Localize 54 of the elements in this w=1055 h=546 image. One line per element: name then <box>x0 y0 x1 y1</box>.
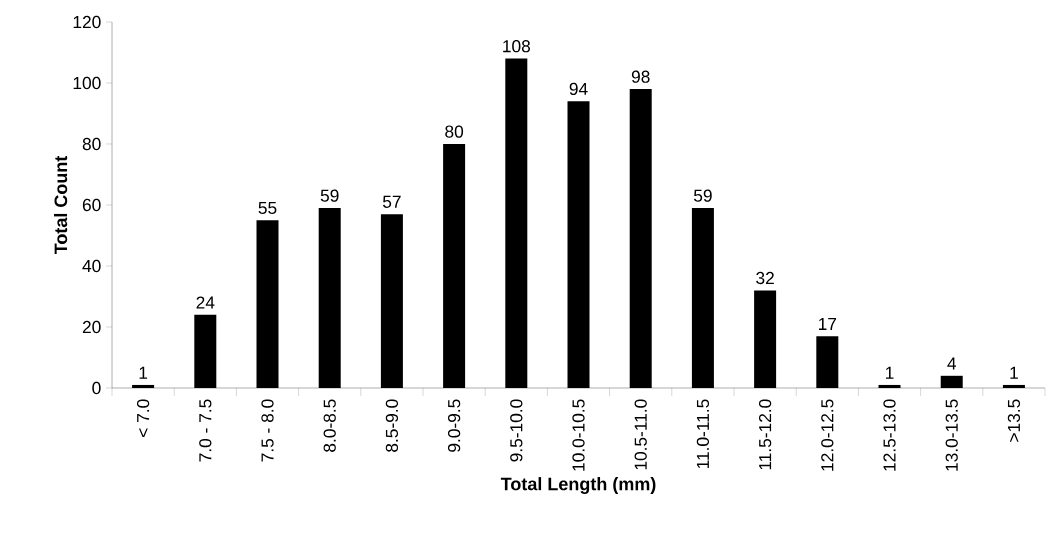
bar <box>256 220 279 388</box>
data-label: 24 <box>196 296 215 309</box>
bar <box>754 290 777 388</box>
bar <box>878 384 901 388</box>
data-label: 59 <box>693 189 712 202</box>
bar <box>940 375 963 388</box>
x-tick-label: 10.0-10.5 <box>572 399 585 471</box>
y-tick-label: 40 <box>82 259 101 273</box>
x-tick-label: 13.0-13.5 <box>945 399 958 471</box>
bar <box>380 214 403 388</box>
x-tick-label: < 7.0 <box>136 399 150 437</box>
data-label: 94 <box>569 82 588 96</box>
x-tick-label: 7.0 - 7.5 <box>199 399 212 462</box>
x-axis-title: Total Length (mm) <box>500 477 656 494</box>
x-tick-label: 11.5-12.0 <box>758 399 772 470</box>
bar <box>567 101 590 388</box>
data-label: 55 <box>258 201 277 214</box>
data-label: 4 <box>947 357 957 370</box>
bar <box>318 208 341 388</box>
y-tick-label: 20 <box>82 320 101 334</box>
y-tick-label: 0 <box>92 381 101 395</box>
x-tick-label: 11.0-11.5 <box>696 399 710 469</box>
bar <box>691 208 714 388</box>
x-tick-label: 12.0-12.5 <box>821 399 834 471</box>
x-tick-label: 9.5-10.0 <box>510 399 523 462</box>
data-label: 32 <box>756 271 774 285</box>
data-label: 59 <box>320 189 339 202</box>
bar <box>505 58 528 388</box>
x-tick-label: 7.5 - 8.0 <box>261 399 274 462</box>
data-label: 1 <box>139 366 148 379</box>
y-tick-label: 120 <box>73 15 101 29</box>
x-tick-label: 12.5-13.0 <box>883 399 896 471</box>
bar <box>443 144 466 388</box>
x-tick-label: 8.0-8.5 <box>323 399 336 452</box>
x-tick-label: >13.5 <box>1007 399 1021 442</box>
x-tick-label: 10.5-11.0 <box>634 399 647 470</box>
data-label: 1 <box>886 366 894 379</box>
x-tick-label: 9.0-9.5 <box>447 399 461 452</box>
x-tick-label: 8.5-9.0 <box>385 399 399 452</box>
data-label: 57 <box>382 195 401 208</box>
data-label: 80 <box>445 125 464 138</box>
bar <box>629 89 652 388</box>
bar <box>132 384 155 388</box>
bar <box>816 336 839 388</box>
data-label: 17 <box>818 317 837 330</box>
y-tick-label: 100 <box>73 76 101 90</box>
y-tick-label: 80 <box>82 137 101 151</box>
bar <box>194 314 217 388</box>
data-label: 1 <box>1010 366 1018 379</box>
y-tick-label: 60 <box>82 198 101 212</box>
y-axis-title: Total Count <box>53 155 68 255</box>
bar <box>1002 384 1025 388</box>
data-label: 108 <box>503 40 531 53</box>
data-label: 98 <box>631 70 650 83</box>
